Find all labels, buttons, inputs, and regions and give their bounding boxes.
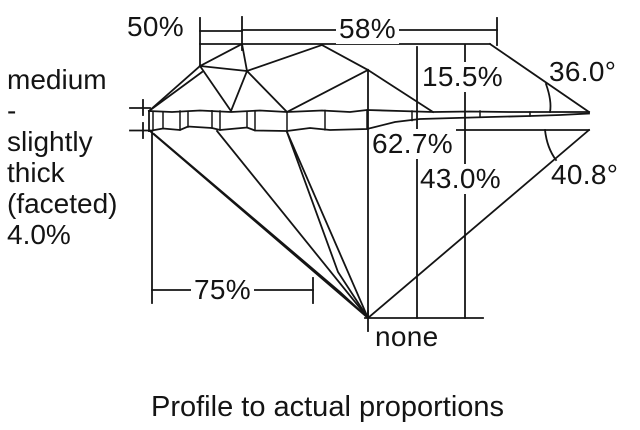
girdle-description-line: 4.0%	[7, 219, 71, 250]
girdle-description-line: -	[7, 95, 17, 126]
label-lower-girdle: 75%	[191, 275, 254, 305]
caption: Profile to actual proportions	[151, 391, 505, 423]
girdle-description-line: medium	[7, 64, 107, 95]
label-crown-angle: 36.0°	[549, 56, 617, 87]
girdle-description-line: slightly	[7, 126, 93, 157]
label-crown-height: 15.5%	[419, 62, 506, 92]
label-table-size: 58%	[336, 14, 399, 44]
label-culet: none	[372, 322, 442, 352]
label-total-depth: 62.7%	[370, 129, 456, 159]
girdle-bottom	[147, 112, 590, 133]
label-pavilion-angle: 40.8°	[551, 159, 619, 190]
girdle-description-line: (faceted)	[7, 188, 118, 219]
pavilion-angle-arc	[544, 129, 558, 162]
pavilion-angle-line	[366, 128, 591, 320]
girdle-thickness-ticks	[129, 99, 151, 139]
label-star-length: 50%	[127, 11, 184, 42]
crown-angle-line	[488, 42, 591, 114]
crown-angle-arc	[544, 82, 552, 114]
girdle-description-line: thick	[7, 157, 65, 188]
girdle-top	[148, 109, 590, 113]
girdle-description: medium - slightly thick (faceted) 4.0%	[7, 64, 118, 250]
label-pavilion-depth: 43.0%	[419, 164, 504, 194]
